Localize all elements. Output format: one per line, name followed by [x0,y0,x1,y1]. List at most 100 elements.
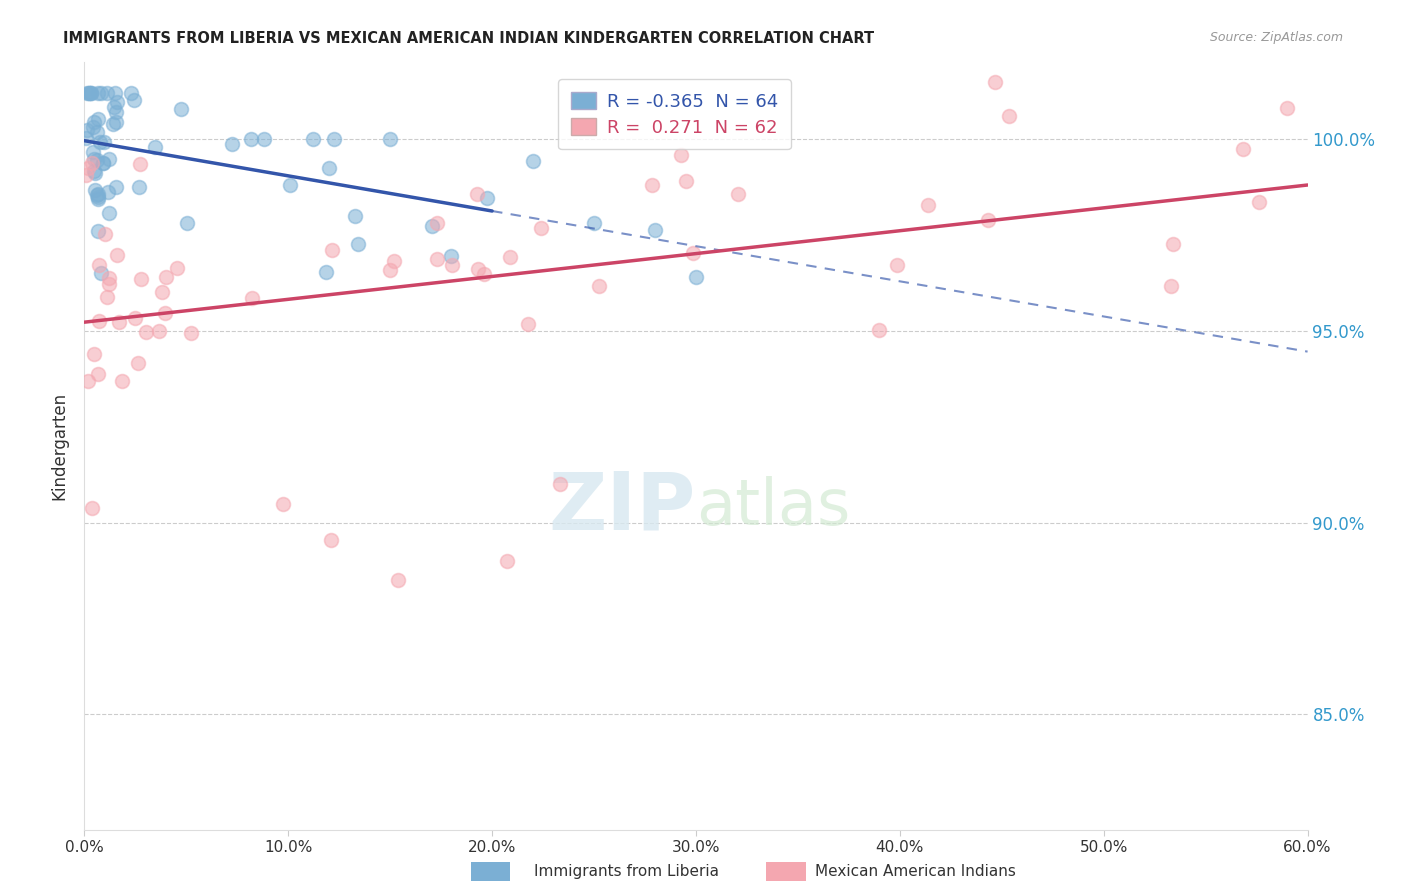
Point [122,93,145,107]
Point [79,86,101,100]
Point [83,183,105,197]
Point [522,153,544,168]
Point [128,157,150,171]
Point [150,285,173,299]
Point [380,132,402,146]
Point [96,289,118,303]
Point [323,132,346,146]
Point [240,292,263,306]
Point [76,86,98,100]
Point [382,254,405,268]
Point [1277,102,1299,116]
Point [727,186,749,201]
Point [644,223,666,237]
Point [107,315,129,329]
Point [917,198,939,212]
Y-axis label: Kindergarten: Kindergarten [51,392,69,500]
Point [77,161,100,175]
Text: ZIP: ZIP [548,468,696,547]
Point [886,258,908,272]
Point [93,136,115,150]
Point [278,178,301,193]
Point [87,112,110,127]
Point [86,125,108,139]
Point [97,186,120,200]
Point [127,356,149,370]
Point [87,367,110,381]
Point [97,277,120,291]
Point [79,86,101,100]
Point [548,477,571,491]
Point [90,86,112,100]
Point [84,166,107,180]
Point [75,131,97,145]
Point [104,114,127,128]
Point [76,122,98,136]
Point [87,258,110,272]
Point [105,179,128,194]
Point [1247,194,1270,209]
Point [135,326,157,340]
Point [83,152,105,166]
Point [76,374,98,388]
Point [87,224,110,238]
Point [440,258,463,272]
Point [315,265,337,279]
Point [105,248,128,262]
Point [104,86,127,100]
Point [387,574,409,588]
Point [253,132,276,146]
Point [124,310,146,325]
Text: Immigrants from Liberia: Immigrants from Liberia [534,863,720,879]
Point [321,244,343,258]
Point [94,227,117,242]
Point [467,262,489,277]
Point [128,180,150,194]
Point [588,278,610,293]
Point [77,86,100,100]
Point [682,245,704,260]
Point [998,109,1021,123]
Point [86,188,108,202]
Point [499,250,522,264]
Point [89,135,111,149]
Point [170,102,193,116]
Point [101,117,124,131]
Point [517,317,540,331]
Legend: R = -0.365  N = 64, R =  0.271  N = 62: R = -0.365 N = 64, R = 0.271 N = 62 [558,79,790,149]
Point [176,216,198,230]
Point [87,190,110,204]
Point [685,270,707,285]
Point [98,205,121,219]
Point [153,306,176,320]
Point [91,156,114,170]
Point [440,249,463,263]
Point [80,156,103,170]
Point [87,187,110,202]
Point [319,533,342,547]
Text: Source: ZipAtlas.com: Source: ZipAtlas.com [1209,31,1343,45]
Point [143,140,166,154]
Point [671,148,693,162]
Point [89,314,111,328]
Point [530,221,553,235]
Point [155,270,177,285]
Point [87,86,110,100]
Point [87,192,110,206]
Text: Mexican American Indians: Mexican American Indians [815,863,1017,879]
Point [1160,279,1182,293]
Point [111,374,134,388]
Point [675,174,697,188]
Point [221,136,243,151]
Point [868,323,890,337]
Point [83,114,105,128]
Point [641,178,664,192]
Point [148,324,170,338]
Point [86,153,108,167]
Point [83,163,105,178]
Point [97,153,120,167]
Point [82,145,104,159]
Point [984,74,1007,88]
Point [347,237,370,252]
Point [120,86,142,100]
